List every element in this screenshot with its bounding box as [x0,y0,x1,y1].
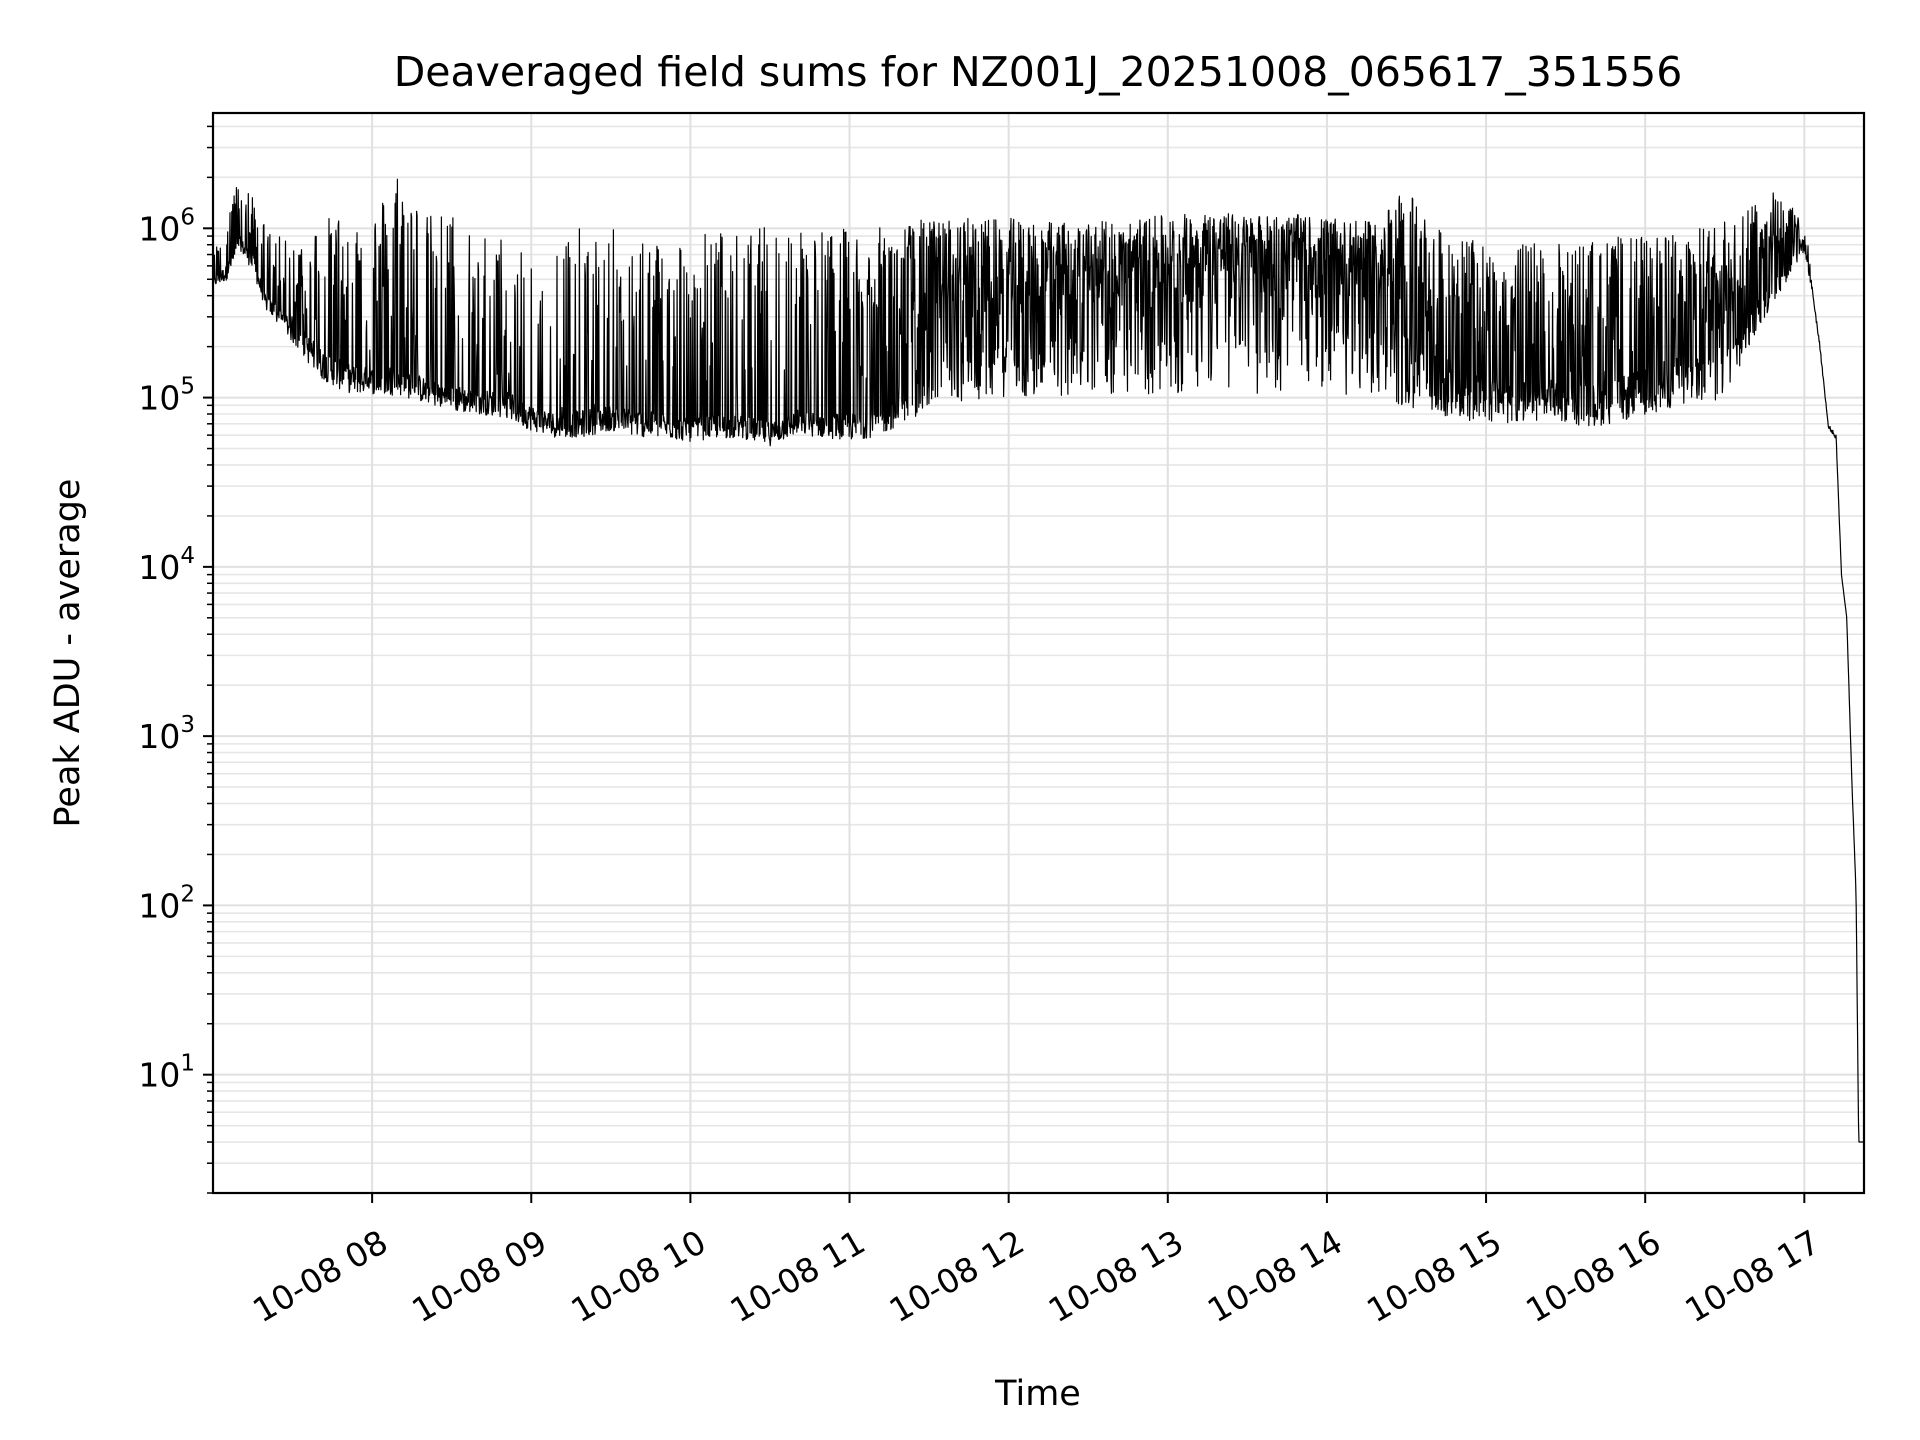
y-tick-label: 104 [138,543,195,587]
series-layer [213,178,1864,1143]
y-tick-label: 103 [138,712,195,756]
y-tick-label: 106 [138,204,195,248]
y-tick-label: 101 [138,1051,195,1095]
y-axis: 101 102 103 104 105 106 [138,125,213,1194]
series-line [213,178,1864,1143]
y-axis-label: Peak ADU - average [48,479,88,828]
plot-frame [211,111,1866,1195]
y-tick-label: 105 [138,374,195,418]
y-tick-label: 102 [138,881,195,925]
x-axis-label: Time [994,1374,1081,1414]
chart-title: Deaveraged field sums for NZ001J_2025100… [394,48,1683,96]
